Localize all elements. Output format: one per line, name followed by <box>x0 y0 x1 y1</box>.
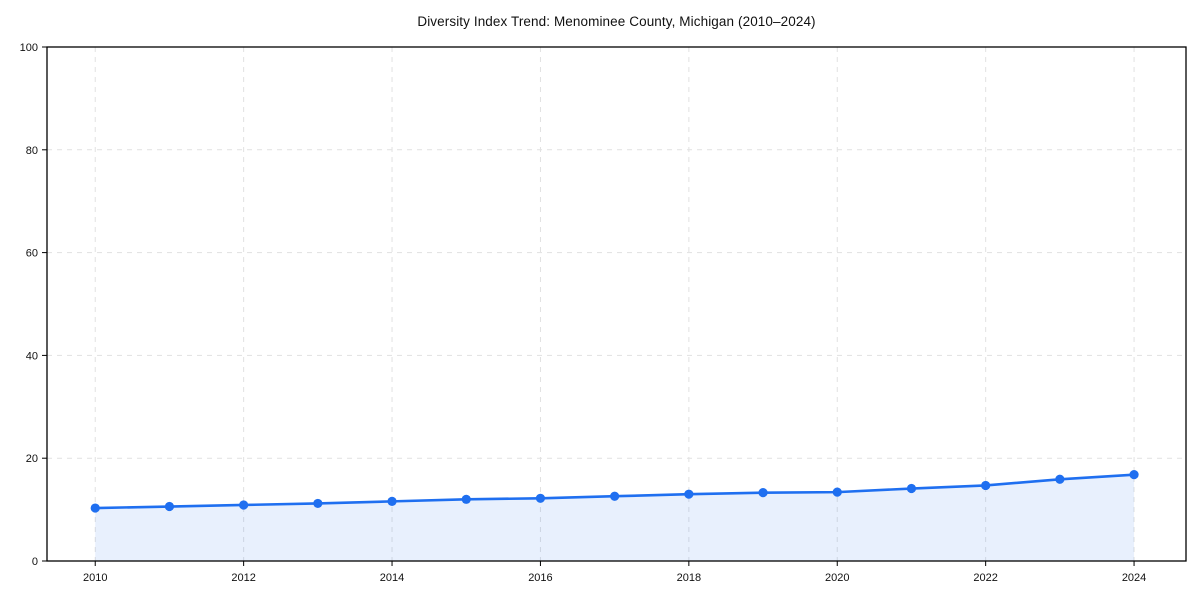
data-point-2016 <box>535 493 546 503</box>
y-tick-label-80: 80 <box>26 145 38 157</box>
x-tick-label-2012: 2012 <box>231 572 255 584</box>
data-point-2021 <box>906 483 917 494</box>
data-point-2013 <box>313 498 323 509</box>
x-tick-label-2016: 2016 <box>528 572 552 584</box>
data-point-2017 <box>610 491 620 501</box>
x-tick-label-2018: 2018 <box>677 572 701 584</box>
x-tick-label-2020: 2020 <box>825 572 849 584</box>
data-point-2023 <box>1055 474 1065 484</box>
data-point-2019 <box>758 488 768 498</box>
data-point-2015 <box>461 494 471 504</box>
chart-title: Diversity Index Trend: Menominee County,… <box>417 14 816 29</box>
y-tick-label-40: 40 <box>26 350 38 362</box>
y-tick-label-0: 0 <box>32 556 38 568</box>
data-point-2018 <box>684 489 694 499</box>
data-point-2020 <box>832 487 842 497</box>
x-tick-label-2022: 2022 <box>973 572 997 584</box>
data-point-2012 <box>239 500 249 510</box>
series-area-fill <box>95 474 1135 561</box>
x-tick-label-2010: 2010 <box>83 572 107 584</box>
plot-border <box>46 46 1187 562</box>
x-tick-label-2014: 2014 <box>380 572 404 584</box>
data-point-2022 <box>981 480 991 491</box>
y-tick-label-60: 60 <box>26 248 38 260</box>
data-point-2014 <box>387 496 397 506</box>
data-point-2024 <box>1129 470 1139 480</box>
y-tick-label-100: 100 <box>20 42 38 54</box>
y-tick-label-20: 20 <box>26 453 38 465</box>
x-tick-label-2024: 2024 <box>1122 572 1146 584</box>
data-point-2011 <box>164 501 175 512</box>
data-point-2010 <box>90 503 100 513</box>
